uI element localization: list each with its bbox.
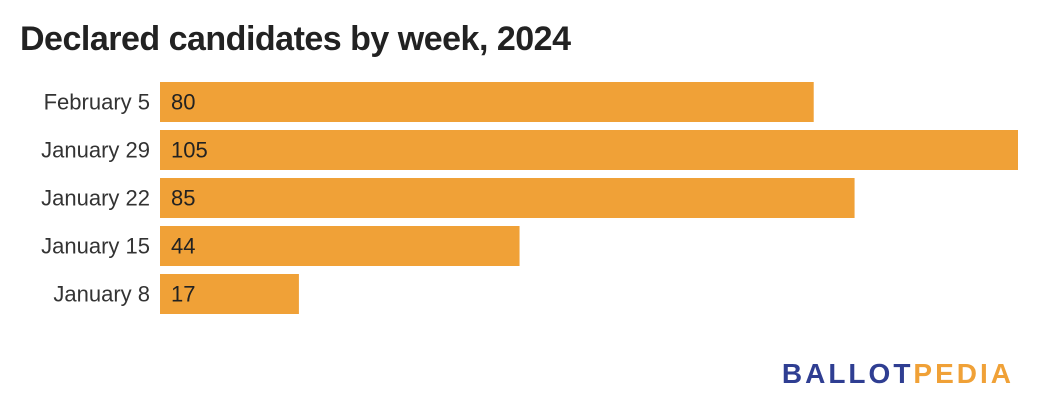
category-label-january-22: January 22 [41,186,150,211]
value-label-january-29: 105 [171,138,208,163]
bar-january-29 [160,130,1018,170]
value-label-january-8: 17 [171,282,195,307]
chart-title: Declared candidates by week, 2024 [20,20,571,58]
category-label-january-15: January 15 [41,234,150,259]
bar-january-22 [160,178,855,218]
value-label-january-22: 85 [171,186,195,211]
ballotpedia-logo: BALLOTPEDIA [782,358,1014,390]
bar-february-5 [160,82,814,122]
value-label-january-15: 44 [171,234,195,259]
bar-january-15 [160,226,520,266]
bar-chart: February 5 80 January 29 105 January 22 85 Jan… [41,82,1018,314]
value-label-february-5: 80 [171,90,195,115]
logo-text-ballot: BALLOT [781,358,914,389]
category-label-january-29: January 29 [41,138,150,163]
bar-january-8 [160,274,299,314]
category-label-february-5: February 5 [44,90,150,115]
category-label-january-8: January 8 [53,282,150,307]
logo-text-pedia: PEDIA [913,358,1014,389]
